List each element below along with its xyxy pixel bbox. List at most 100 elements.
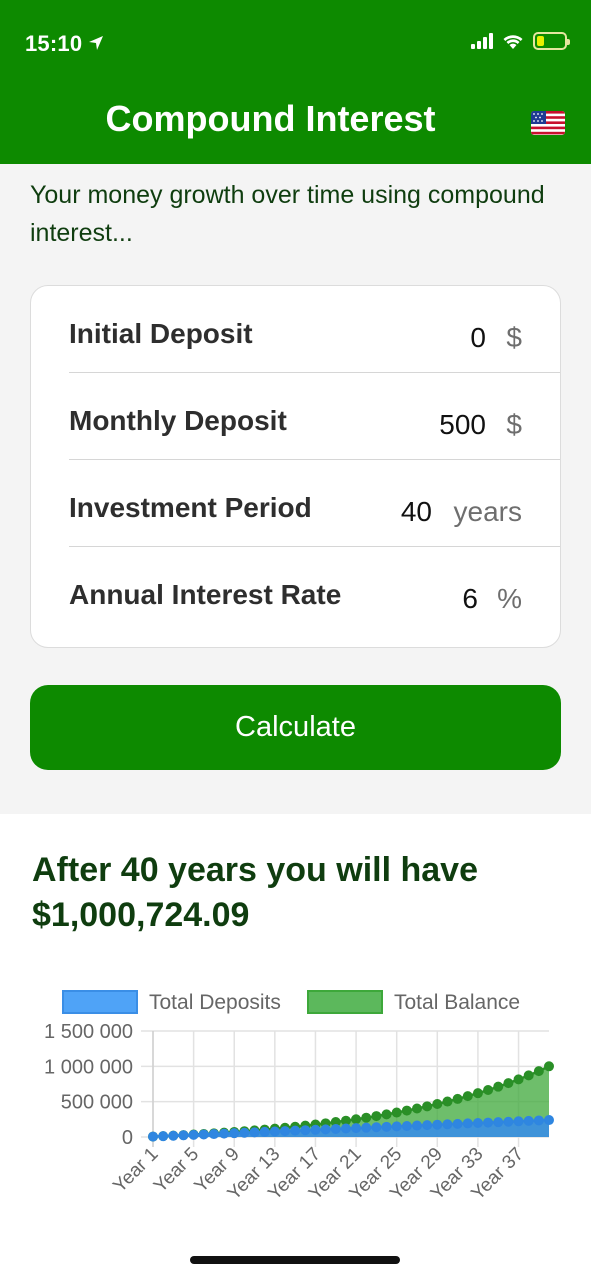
- monthly-deposit-label: Monthly Deposit: [69, 405, 287, 436]
- deposits-point: [442, 1119, 453, 1130]
- location-arrow-icon: [88, 31, 104, 57]
- legend-label-1: Total Balance: [394, 991, 520, 1014]
- wifi-icon: [503, 35, 523, 49]
- result-heading: After 40 years you will have $1,000,724.…: [32, 848, 562, 938]
- deposits-point: [493, 1117, 504, 1128]
- deposits-point: [432, 1119, 443, 1130]
- legend-label-0: Total Deposits: [149, 991, 281, 1014]
- y-tick-label: 0: [122, 1127, 133, 1149]
- y-tick-label: 1 500 000: [44, 1021, 133, 1043]
- row-initial-deposit[interactable]: Initial Deposit 0 $: [69, 286, 560, 373]
- deposits-point: [280, 1126, 290, 1137]
- initial-deposit-label: Initial Deposit: [69, 318, 253, 349]
- result-amount: $1,000,724.09: [32, 896, 250, 934]
- row-investment-period[interactable]: Investment Period 40 years: [69, 460, 560, 547]
- balance-point: [401, 1105, 412, 1116]
- monthly-deposit-unit: $: [506, 409, 522, 440]
- result-line-1: After 40 years you will have: [32, 851, 478, 889]
- balance-point: [503, 1078, 514, 1089]
- deposits-point: [371, 1122, 382, 1133]
- deposits-point: [462, 1118, 473, 1129]
- deposits-point: [300, 1125, 311, 1136]
- deposits-point: [401, 1120, 412, 1131]
- investment-period-label: Investment Period: [69, 492, 312, 523]
- calculate-button[interactable]: Calculate: [30, 685, 561, 770]
- home-indicator: [190, 1256, 400, 1264]
- time-text: 15:10: [25, 31, 83, 56]
- cellular-signal-icon: [471, 33, 493, 49]
- deposits-point: [503, 1116, 514, 1127]
- deposits-point: [452, 1118, 463, 1129]
- deposits-point: [178, 1130, 189, 1141]
- deposits-point: [158, 1131, 169, 1142]
- balance-point: [544, 1061, 554, 1072]
- page-title: Compound Interest: [105, 98, 436, 139]
- row-annual-interest-rate[interactable]: Annual Interest Rate 6 %: [69, 547, 560, 634]
- balance-point: [432, 1099, 443, 1110]
- deposits-point: [523, 1115, 534, 1126]
- annual-interest-rate-unit: %: [497, 583, 522, 614]
- deposits-point: [412, 1120, 422, 1131]
- initial-deposit-input[interactable]: 0: [470, 322, 486, 353]
- deposits-point: [361, 1122, 372, 1133]
- balance-point: [442, 1096, 453, 1107]
- balance-point: [462, 1091, 473, 1102]
- status-icons: [471, 32, 570, 50]
- balance-point: [472, 1088, 483, 1099]
- deposits-point: [310, 1124, 321, 1135]
- deposits-line: [152, 1118, 550, 1138]
- deposits-point: [259, 1126, 270, 1137]
- deposits-point: [340, 1123, 351, 1134]
- balance-point: [381, 1109, 392, 1120]
- deposits-point: [381, 1121, 392, 1132]
- results-section: After 40 years you will have $1,000,724.…: [0, 814, 591, 1280]
- us-flag-icon[interactable]: [531, 111, 565, 135]
- balance-area: [153, 1066, 549, 1137]
- deposits-point: [188, 1129, 199, 1140]
- input-form-card: Initial Deposit 0 $ Monthly Deposit 500 …: [30, 285, 561, 648]
- status-time: 15:10: [25, 31, 104, 57]
- deposits-point: [483, 1117, 494, 1128]
- row-monthly-deposit[interactable]: Monthly Deposit 500 $: [69, 373, 560, 460]
- deposits-point: [219, 1128, 230, 1139]
- deposits-point: [544, 1115, 554, 1126]
- deposits-point: [422, 1120, 433, 1131]
- x-tick-label: Year 5: [150, 1144, 203, 1197]
- deposits-point: [148, 1131, 158, 1142]
- deposits-point: [330, 1123, 341, 1134]
- deposits-point: [320, 1124, 331, 1135]
- deposits-point: [249, 1127, 260, 1138]
- intro-text: Your money growth over time using compou…: [30, 181, 545, 247]
- deposits-point: [290, 1125, 301, 1136]
- balance-point: [533, 1066, 544, 1077]
- balance-point: [523, 1070, 534, 1081]
- legend-swatch-0: [62, 990, 138, 1014]
- balance-point: [391, 1107, 402, 1118]
- deposits-point: [513, 1116, 524, 1127]
- balance-point: [513, 1074, 524, 1085]
- balance-point: [422, 1101, 433, 1112]
- deposits-point: [391, 1121, 402, 1132]
- y-tick-label: 500 000: [61, 1092, 133, 1114]
- deposits-point: [229, 1128, 240, 1139]
- balance-point: [412, 1103, 422, 1114]
- monthly-deposit-input[interactable]: 500: [439, 409, 486, 440]
- balance-point: [493, 1081, 504, 1092]
- investment-period-unit: years: [453, 496, 522, 527]
- battery-icon: [533, 32, 570, 50]
- investment-period-input[interactable]: 40: [400, 496, 432, 527]
- deposits-point: [198, 1129, 209, 1140]
- deposits-point: [533, 1115, 544, 1126]
- deposits-point: [168, 1130, 179, 1141]
- balance-point: [483, 1085, 494, 1096]
- initial-deposit-unit: $: [506, 322, 522, 353]
- balance-point: [351, 1114, 362, 1125]
- deposits-point: [208, 1129, 219, 1140]
- balance-point: [452, 1093, 463, 1104]
- annual-interest-rate-input[interactable]: 6: [462, 583, 478, 614]
- top-bar: 15:10 Compound Interest: [0, 0, 591, 164]
- deposits-point: [472, 1118, 483, 1129]
- legend-swatch-1: [307, 990, 383, 1014]
- balance-point: [361, 1112, 372, 1123]
- x-tick-label: Year 1: [109, 1144, 162, 1197]
